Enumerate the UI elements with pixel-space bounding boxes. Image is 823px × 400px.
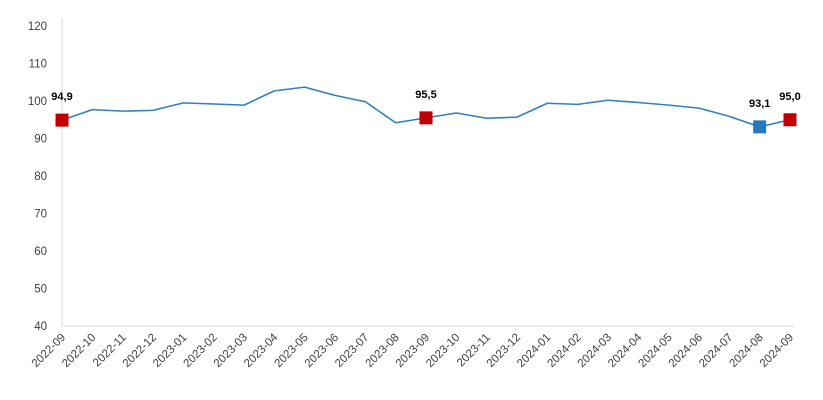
y-tick-label: 120 (28, 21, 47, 33)
y-tick-label: 40 (34, 321, 47, 333)
x-tick-label: 2024-09 (758, 332, 796, 370)
data-label: 94,9 (51, 91, 72, 103)
highlight-marker (753, 120, 767, 134)
y-tick-label: 50 (34, 284, 47, 296)
data-label: 95,0 (779, 91, 800, 103)
y-tick-label: 90 (34, 134, 47, 146)
y-tick-label: 110 (29, 59, 47, 71)
highlight-marker (419, 111, 433, 125)
y-tick-label: 80 (34, 171, 47, 183)
highlight-marker (55, 113, 69, 127)
data-label: 93,1 (749, 98, 770, 110)
highlight-marker (783, 113, 797, 127)
x-tick-label: 2022-10 (60, 332, 98, 370)
y-tick-label: 70 (34, 209, 47, 221)
x-tick-label: 2023-10 (424, 332, 462, 370)
data-label: 95,5 (415, 89, 436, 101)
y-tick-label: 60 (34, 246, 47, 258)
y-tick-label: 100 (28, 96, 47, 108)
